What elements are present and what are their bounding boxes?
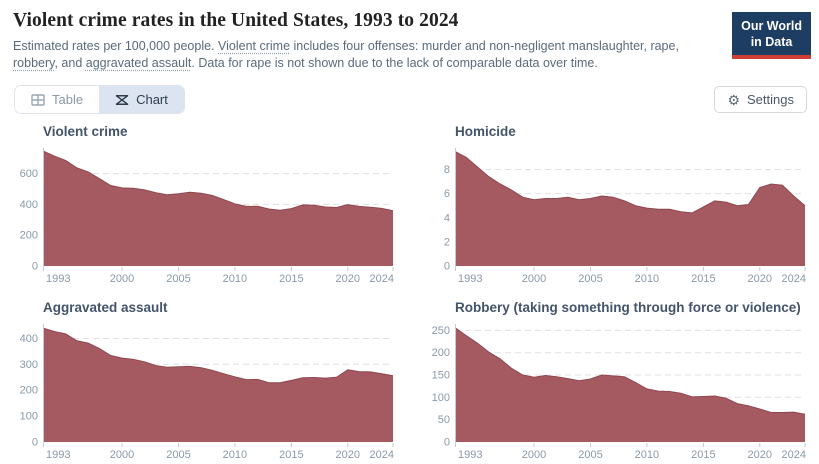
- page-title: Violent crime rates in the United States…: [13, 10, 459, 31]
- gear-icon: ⚙: [727, 91, 741, 108]
- svg-text:1993: 1993: [46, 273, 70, 285]
- svg-text:0: 0: [32, 437, 38, 449]
- svg-text:2005: 2005: [578, 273, 602, 285]
- header-text: Violent crime rates in the United States…: [13, 10, 718, 72]
- tab-table[interactable]: Table: [15, 86, 100, 113]
- toolbar: Table Chart ⚙ Settings: [0, 72, 819, 124]
- svg-text:2015: 2015: [279, 273, 303, 285]
- svg-text:2005: 2005: [166, 273, 190, 285]
- svg-text:2015: 2015: [691, 273, 715, 285]
- chart-panel-aggravated-assault: Aggravated assault 0 100 200 300 400 1993 2000…: [13, 300, 395, 464]
- svg-text:2010: 2010: [635, 273, 659, 285]
- svg-text:1993: 1993: [46, 449, 70, 461]
- svg-text:400: 400: [20, 199, 38, 211]
- svg-text:200: 200: [20, 230, 38, 242]
- subtitle-text: includes four offenses: murder and non-n…: [290, 39, 679, 53]
- svg-text:2010: 2010: [223, 273, 247, 285]
- svg-text:6: 6: [444, 188, 450, 200]
- svg-text:1993: 1993: [458, 449, 482, 461]
- subtitle-text: . Data for rape is not shown due to the …: [191, 56, 598, 70]
- svg-text:0: 0: [444, 261, 450, 273]
- subtitle-text: Estimated rates per 100,000 people.: [13, 39, 218, 53]
- svg-text:2015: 2015: [279, 449, 303, 461]
- svg-text:100: 100: [20, 411, 38, 423]
- svg-text:2020: 2020: [748, 273, 772, 285]
- area-chart-homicide[interactable]: 0 2 4 6 8 1993 2000 2005 2010 2015 2020 2024: [425, 144, 807, 288]
- svg-text:2000: 2000: [110, 449, 134, 461]
- definition-term[interactable]: aggravated assault: [85, 56, 192, 70]
- definition-term[interactable]: Violent crime: [218, 39, 291, 53]
- chart-panel-violent-crime: Violent crime 0 200 400 600 1993 2000 2005 2010…: [13, 124, 395, 288]
- svg-text:2005: 2005: [166, 449, 190, 461]
- svg-text:300: 300: [20, 359, 38, 371]
- chart-subtitle: Estimated rates per 100,000 people. Viol…: [13, 38, 718, 72]
- svg-text:2010: 2010: [635, 449, 659, 461]
- svg-text:2010: 2010: [223, 449, 247, 461]
- svg-text:2024: 2024: [782, 449, 806, 461]
- header: Violent crime rates in the United States…: [0, 0, 819, 72]
- area-chart-violent-crime[interactable]: 0 200 400 600 1993 2000 2005 2010 2015 2020 2024: [13, 144, 395, 288]
- chart-panel-robbery: Robbery (taking something through force …: [425, 300, 807, 464]
- area-chart-robbery[interactable]: 0 50 100 150 200 250 1993 2000 2005 2010 2015 2020 2…: [425, 320, 807, 464]
- svg-text:400: 400: [20, 333, 38, 345]
- svg-text:0: 0: [32, 261, 38, 273]
- owid-logo-line1: Our World: [741, 19, 802, 33]
- definition-term[interactable]: robbery: [13, 56, 55, 70]
- chart-title: Homicide: [455, 124, 516, 139]
- svg-text:600: 600: [20, 168, 38, 180]
- tab-chart-label: Chart: [136, 92, 168, 107]
- svg-text:0: 0: [444, 437, 450, 449]
- svg-text:200: 200: [20, 385, 38, 397]
- chart-title: Violent crime: [43, 124, 128, 139]
- svg-text:2000: 2000: [110, 273, 134, 285]
- chart-icon: [115, 93, 129, 107]
- owid-logo-line2: in Data: [750, 34, 793, 49]
- settings-button[interactable]: ⚙ Settings: [714, 86, 807, 113]
- svg-text:50: 50: [438, 414, 450, 426]
- svg-text:100: 100: [432, 392, 450, 404]
- chart-title: Aggravated assault: [43, 300, 168, 315]
- owid-logo[interactable]: Our World in Data: [732, 12, 811, 60]
- svg-text:1993: 1993: [458, 273, 482, 285]
- svg-text:150: 150: [432, 370, 450, 382]
- svg-text:2000: 2000: [522, 273, 546, 285]
- tab-table-label: Table: [52, 92, 84, 107]
- svg-text:2005: 2005: [578, 449, 602, 461]
- subtitle-text: , and: [54, 56, 86, 70]
- svg-text:2020: 2020: [336, 273, 360, 285]
- svg-text:2024: 2024: [370, 273, 394, 285]
- chart-title: Robbery (taking something through force …: [455, 300, 801, 315]
- svg-text:200: 200: [432, 347, 450, 359]
- svg-text:250: 250: [432, 325, 450, 337]
- svg-text:2024: 2024: [370, 449, 394, 461]
- settings-label: Settings: [747, 92, 794, 107]
- svg-text:2020: 2020: [336, 449, 360, 461]
- svg-text:8: 8: [444, 164, 450, 176]
- area-chart-aggravated-assault[interactable]: 0 100 200 300 400 1993 2000 2005 2010 2015 2020 202…: [13, 320, 395, 464]
- svg-text:2000: 2000: [522, 449, 546, 461]
- charts-grid: Violent crime 0 200 400 600 1993 2000 2005 2010…: [0, 124, 819, 464]
- svg-text:2015: 2015: [691, 449, 715, 461]
- svg-text:2024: 2024: [782, 273, 806, 285]
- svg-text:4: 4: [444, 212, 450, 224]
- svg-text:2: 2: [444, 236, 450, 248]
- table-icon: [31, 93, 45, 107]
- chart-panel-homicide: Homicide 0 2 4 6 8 1993 2000 2005 2010 2015 2020 20…: [425, 124, 807, 288]
- svg-text:2020: 2020: [748, 449, 772, 461]
- tab-chart[interactable]: Chart: [99, 86, 184, 113]
- view-tab-group: Table Chart: [14, 85, 185, 114]
